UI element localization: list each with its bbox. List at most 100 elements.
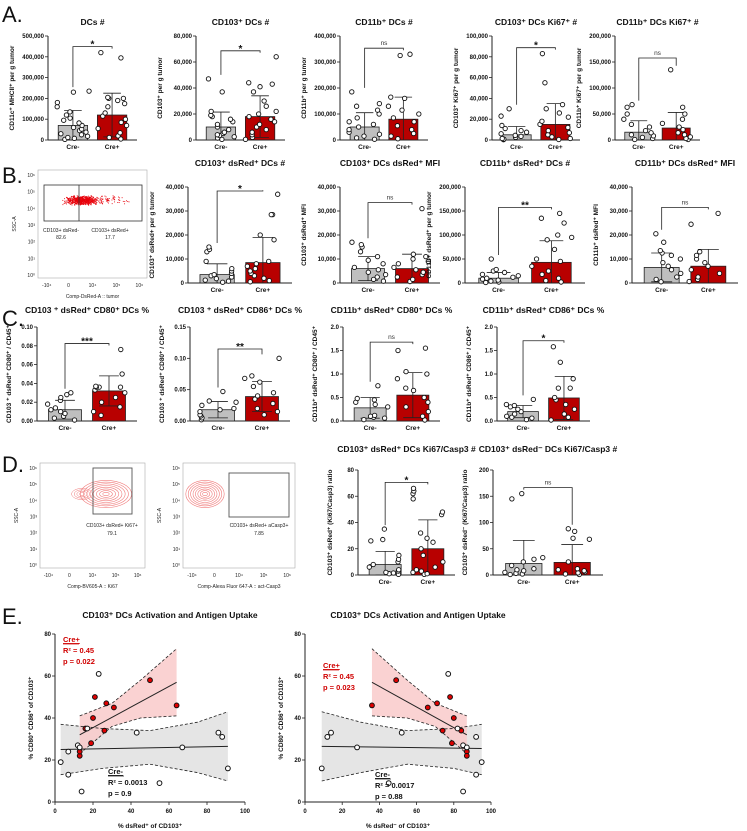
event-dot <box>68 198 69 200</box>
event-dot <box>92 199 94 201</box>
data-point <box>425 258 431 265</box>
y-tick-label: 20,000 <box>470 117 489 123</box>
data-point <box>202 277 208 283</box>
significance-bracket <box>369 341 414 382</box>
data-point-Cre+ <box>439 727 446 734</box>
event-dot <box>79 201 81 203</box>
y-tick-label: 60 <box>347 494 354 500</box>
event-dot <box>82 203 84 205</box>
event-dot <box>86 197 88 199</box>
event-dot <box>72 197 74 199</box>
data-point <box>205 76 212 82</box>
data-point <box>257 84 263 90</box>
data-point-Cre+ <box>101 727 108 734</box>
event-dot <box>107 200 109 202</box>
y-tick-label: 0.02 <box>21 400 33 406</box>
y-tick-label: 500,000 <box>22 34 44 40</box>
significance-bracket <box>661 207 709 230</box>
data-point <box>565 526 571 532</box>
y-tick-label: 10,000 <box>610 257 629 263</box>
event-dot <box>69 197 71 199</box>
event-dot <box>83 202 85 204</box>
data-point <box>380 278 387 284</box>
data-point <box>675 130 681 136</box>
event-dot <box>90 203 92 204</box>
event-dot <box>85 199 87 201</box>
event-dot <box>84 203 85 205</box>
significance-label: ** <box>521 200 529 211</box>
y-tick-label: 400,000 <box>22 55 44 61</box>
event-dot <box>112 196 114 198</box>
event-dot <box>88 200 90 202</box>
flow-y-tick: 10⁵ <box>29 482 37 488</box>
significance-label: * <box>239 44 243 55</box>
event-dot <box>126 200 128 202</box>
data-point <box>206 398 212 404</box>
y-tick-label: 150 <box>479 494 490 500</box>
data-point <box>430 539 436 545</box>
data-point <box>561 411 567 417</box>
flow-x-tick: 10⁶ <box>283 573 291 579</box>
data-point <box>213 276 220 282</box>
event-dot <box>67 201 69 203</box>
y-tick-label: 200,000 <box>314 86 336 92</box>
data-point <box>112 394 119 401</box>
data-point <box>410 387 417 394</box>
event-dot <box>62 199 64 201</box>
data-point <box>380 261 386 267</box>
y-tick-label: 1.0 <box>331 372 340 378</box>
event-dot <box>85 204 87 206</box>
y-tick-label: 20,000 <box>610 233 629 239</box>
panel-label: C. <box>2 306 24 331</box>
event-dot <box>74 195 76 197</box>
data-point <box>351 264 358 271</box>
event-dot <box>96 199 98 201</box>
event-dot <box>79 204 81 206</box>
event-dot <box>83 196 85 198</box>
event-dot <box>101 195 103 197</box>
flow-y-tick: 10² <box>30 531 38 537</box>
event-dot <box>66 201 68 203</box>
data-point <box>680 104 686 110</box>
chart-title: CD103 ⁺ dsRed⁺ CD86⁺ DCs % <box>178 305 302 315</box>
data-point <box>268 211 274 218</box>
data-point <box>261 412 267 418</box>
data-point-Cre- <box>398 729 405 736</box>
event-dot <box>68 199 70 201</box>
event-dot <box>70 199 72 201</box>
y-tick-label: 20,000 <box>166 233 185 239</box>
annotation-r2: R² = 0.45 <box>63 646 94 655</box>
event-dot <box>71 196 73 198</box>
data-point <box>418 568 425 574</box>
data-point <box>388 94 394 100</box>
y-tick-label: 50,000 <box>443 257 462 263</box>
data-point-Cre- <box>318 765 325 772</box>
event-dot <box>90 196 92 197</box>
x-tick-label: Cre+ <box>256 287 271 294</box>
data-point-Cre- <box>179 744 186 751</box>
data-point <box>498 113 504 119</box>
x-tick-label: Cre- <box>510 144 523 151</box>
event-dot <box>79 200 81 202</box>
event-dot <box>77 201 79 203</box>
data-point <box>255 111 262 117</box>
y-tick-label: 30,000 <box>166 209 185 215</box>
data-point <box>540 555 546 561</box>
event-dot <box>108 202 109 204</box>
event-dot <box>94 198 96 200</box>
event-dot <box>118 199 120 201</box>
data-point <box>410 256 416 262</box>
significance-bracket <box>220 50 261 75</box>
chart-title: CD11b⁺ dsRed⁺ DCs # <box>480 158 570 168</box>
data-point <box>682 111 688 117</box>
data-point <box>502 125 508 132</box>
data-point-Cre- <box>95 671 102 677</box>
data-point <box>514 567 520 573</box>
data-point <box>242 136 249 143</box>
chart-title: CD103⁺ dsRed⁻ DCs Ki67/Casp3 # <box>479 444 618 454</box>
event-dot <box>95 199 97 201</box>
y-tick-label: 0.06 <box>21 363 33 369</box>
event-dot <box>76 199 78 201</box>
data-point <box>422 417 428 423</box>
event-dot <box>69 198 71 200</box>
